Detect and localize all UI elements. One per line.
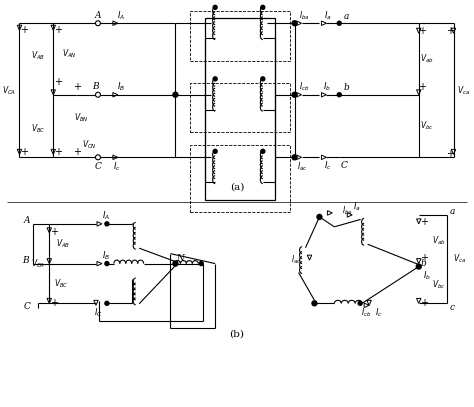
Text: $V_{bc}$: $V_{bc}$ — [432, 279, 446, 291]
Text: c: c — [450, 303, 455, 312]
Text: +: + — [54, 77, 62, 87]
Text: $I_c$: $I_c$ — [375, 307, 383, 319]
Text: b: b — [421, 259, 427, 268]
Text: (b): (b) — [229, 330, 245, 339]
Circle shape — [261, 5, 265, 9]
Text: +: + — [73, 82, 81, 92]
Text: +: + — [446, 26, 454, 36]
Circle shape — [213, 5, 217, 9]
Bar — [191, 145, 290, 212]
Text: $V_{CA}$: $V_{CA}$ — [31, 257, 46, 270]
Circle shape — [199, 262, 203, 266]
Text: +: + — [446, 149, 454, 159]
Text: $I_C$: $I_C$ — [94, 307, 102, 319]
Circle shape — [173, 92, 178, 97]
Text: $I_c$: $I_c$ — [113, 160, 121, 173]
Circle shape — [261, 77, 265, 81]
Circle shape — [416, 264, 421, 269]
Circle shape — [105, 301, 109, 305]
Text: +: + — [54, 147, 62, 158]
Text: $V_{AN}$: $V_{AN}$ — [62, 48, 76, 60]
Circle shape — [173, 261, 178, 266]
Text: $I_{ba}$: $I_{ba}$ — [299, 9, 310, 22]
Text: B: B — [91, 82, 98, 91]
Circle shape — [213, 77, 217, 81]
Text: $V_{AB}$: $V_{AB}$ — [31, 50, 46, 62]
Text: B: B — [22, 256, 28, 265]
Text: $V_{AB}$: $V_{AB}$ — [56, 237, 70, 250]
Text: $I_A$: $I_A$ — [102, 210, 110, 222]
Text: +: + — [73, 147, 81, 158]
Text: $V_{ab}$: $V_{ab}$ — [420, 53, 434, 65]
Text: +: + — [419, 298, 428, 309]
Circle shape — [317, 214, 322, 219]
Circle shape — [105, 222, 109, 226]
Text: $I_A$: $I_A$ — [117, 9, 125, 22]
Text: a: a — [344, 12, 349, 21]
Text: $V_{BC}$: $V_{BC}$ — [54, 277, 69, 290]
Text: C: C — [24, 302, 30, 311]
Circle shape — [337, 21, 341, 25]
Text: +: + — [418, 82, 426, 92]
Text: $V_{bc}$: $V_{bc}$ — [420, 120, 433, 132]
Circle shape — [312, 301, 317, 306]
Circle shape — [95, 155, 100, 160]
Text: +: + — [54, 25, 62, 35]
Circle shape — [292, 155, 297, 160]
Circle shape — [213, 149, 217, 153]
Text: C: C — [341, 161, 348, 170]
Circle shape — [95, 92, 100, 97]
Text: $I_b$: $I_b$ — [423, 269, 431, 282]
Bar — [205, 18, 275, 200]
Text: A: A — [24, 217, 30, 225]
Text: $I_{ac}$: $I_{ac}$ — [292, 254, 302, 266]
Text: $I_b$: $I_b$ — [323, 81, 331, 93]
Text: $I_{cb}$: $I_{cb}$ — [300, 81, 310, 93]
Text: $V_{ab}$: $V_{ab}$ — [432, 234, 446, 247]
Text: b: b — [343, 83, 349, 92]
Bar — [191, 11, 290, 61]
Text: $V_{BC}$: $V_{BC}$ — [31, 123, 46, 135]
Text: +: + — [20, 147, 28, 158]
Text: +: + — [418, 26, 426, 36]
Circle shape — [292, 92, 297, 97]
Text: $V_{ca}$: $V_{ca}$ — [457, 84, 470, 96]
Text: +: + — [419, 217, 428, 227]
Text: $V_{BN}$: $V_{BN}$ — [73, 112, 89, 124]
Text: a: a — [450, 208, 455, 217]
Circle shape — [261, 149, 265, 153]
Text: $I_B$: $I_B$ — [117, 81, 125, 93]
Text: N: N — [176, 254, 184, 263]
Text: +: + — [419, 253, 428, 263]
Text: $V_{CA}$: $V_{CA}$ — [2, 84, 17, 96]
Text: $I_c$: $I_c$ — [324, 159, 331, 171]
Circle shape — [105, 262, 109, 266]
Text: $I_a$: $I_a$ — [353, 201, 361, 213]
Text: A: A — [95, 11, 101, 20]
Text: $V_{CN}$: $V_{CN}$ — [82, 138, 96, 151]
Text: C: C — [94, 162, 101, 171]
Text: $I_{ac}$: $I_{ac}$ — [297, 160, 308, 173]
Text: $I_{cb}$: $I_{cb}$ — [362, 306, 372, 319]
Circle shape — [358, 301, 362, 305]
Text: $I_B$: $I_B$ — [102, 249, 110, 262]
Bar — [191, 83, 290, 133]
Text: +: + — [50, 227, 58, 237]
Circle shape — [292, 21, 297, 26]
Text: (a): (a) — [230, 183, 244, 192]
Circle shape — [337, 93, 341, 97]
Circle shape — [95, 21, 100, 26]
Text: $V_{ca}$: $V_{ca}$ — [453, 253, 466, 265]
Text: +: + — [20, 25, 28, 35]
Text: $I_a$: $I_a$ — [324, 9, 331, 22]
Text: $I_{ba}$: $I_{ba}$ — [342, 205, 353, 217]
Text: +: + — [50, 298, 58, 309]
